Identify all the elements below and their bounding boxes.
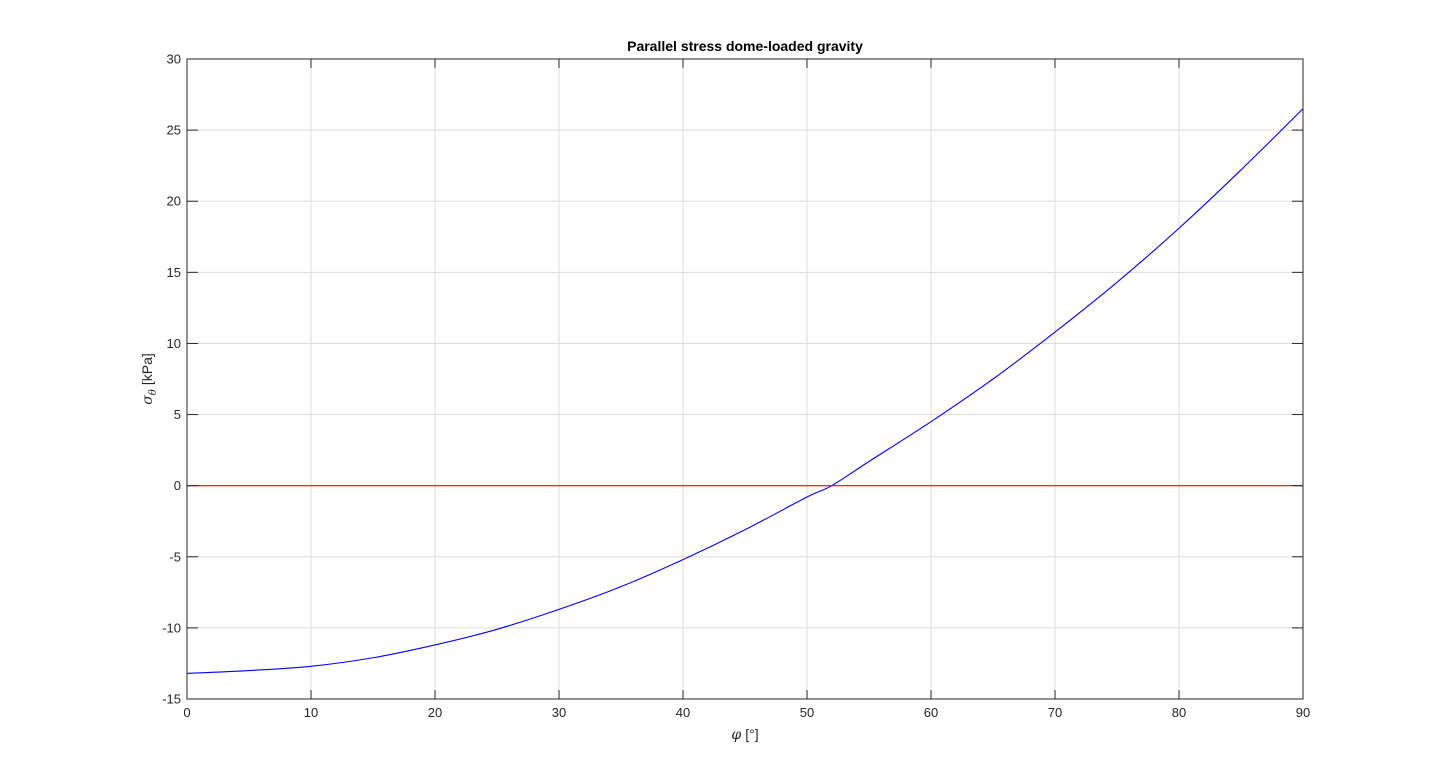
y-axis-symbol: σ: [140, 395, 156, 405]
x-tick-label: 20: [428, 705, 442, 720]
plot-box: [186, 58, 1304, 700]
x-tick-label: 60: [924, 705, 938, 720]
y-tick-label: -15: [162, 692, 181, 707]
x-tick-label: 0: [183, 705, 190, 720]
x-tick-label: 70: [1048, 705, 1062, 720]
ticks: [186, 58, 1304, 700]
x-tick-label: 40: [676, 705, 690, 720]
y-axis-label: σθ [kPa]: [139, 353, 159, 405]
plot-background: [187, 59, 1303, 699]
x-axis-symbol: φ: [731, 727, 741, 743]
x-tick-label: 50: [800, 705, 814, 720]
tick-labels: 0 10 20 30 40 50 60 70 80 90 -15 -10 -5 0 5 10 15 20 25 30: [162, 52, 1310, 721]
x-axis-label: φ [°]: [731, 726, 758, 743]
x-tick-label: 80: [1172, 705, 1186, 720]
y-tick-label: 15: [167, 265, 181, 280]
chart-title: Parallel stress dome-loaded gravity: [627, 38, 863, 54]
y-tick-label: 5: [174, 407, 181, 422]
y-tick-label: 30: [167, 52, 181, 67]
y-axis-unit: [kPa]: [139, 353, 155, 385]
y-tick-label: 20: [167, 194, 181, 209]
x-tick-label: 10: [304, 705, 318, 720]
series-line-0: [186, 108, 1304, 674]
y-tick-label: -10: [162, 620, 181, 635]
y-axis-subscript: θ: [148, 389, 159, 395]
x-axis-unit: [°]: [745, 726, 758, 742]
x-tick-label: 30: [552, 705, 566, 720]
x-tick-label: 90: [1296, 705, 1310, 720]
y-tick-label: 10: [167, 336, 181, 351]
y-tick-label: 0: [174, 478, 181, 493]
series-layer: [186, 108, 1304, 674]
y-tick-label: -5: [169, 549, 181, 564]
y-tick-label: 25: [167, 123, 181, 138]
